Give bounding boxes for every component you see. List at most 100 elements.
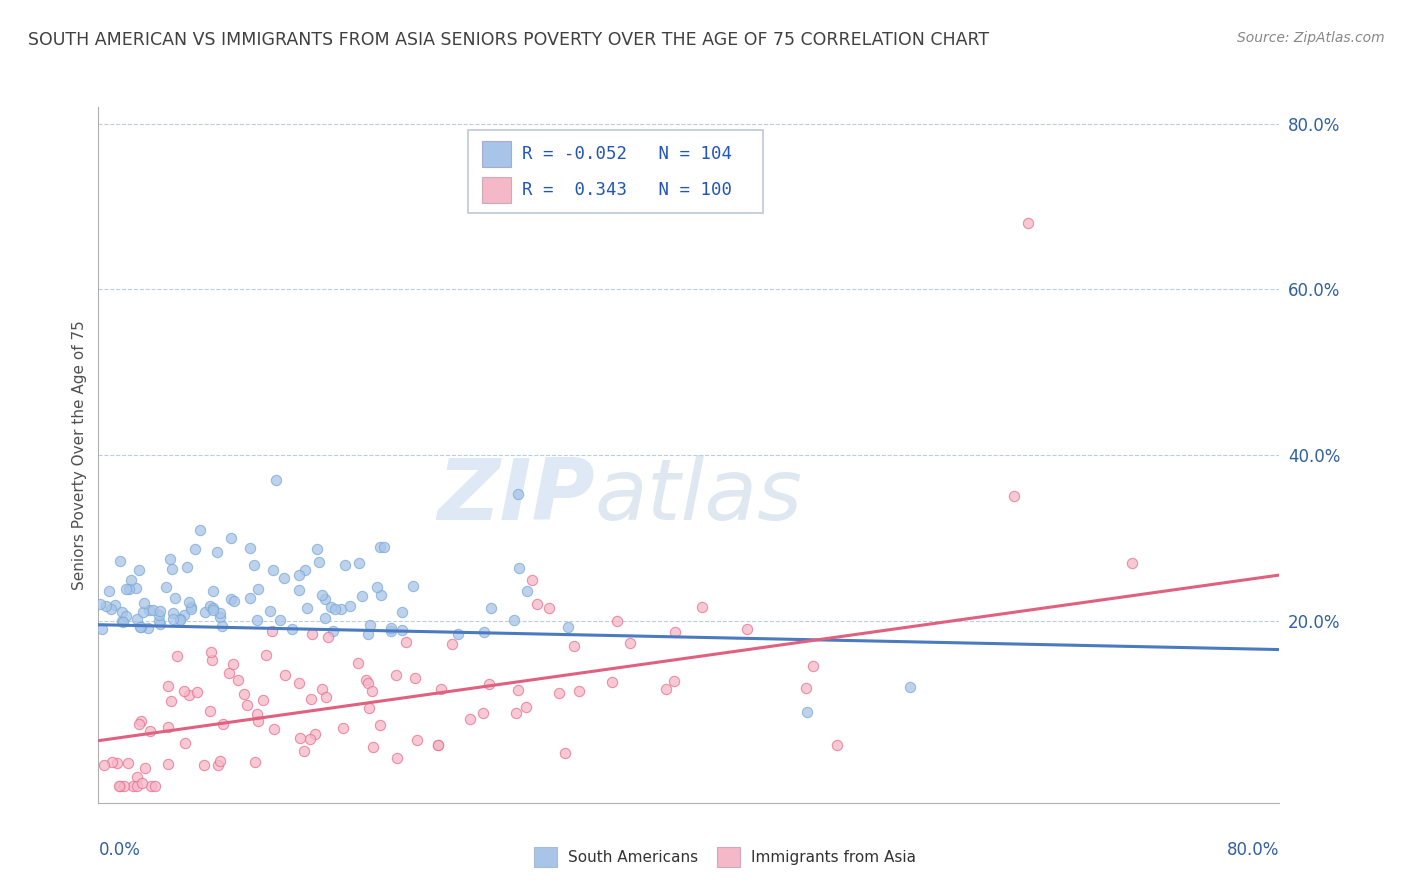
Point: [176, 560, 198, 574]
Point: [323, 602, 346, 616]
Point: [211, 716, 233, 731]
Point: [169, 613, 191, 627]
Point: [108, 554, 131, 568]
Point: [243, 558, 266, 572]
Point: [385, 751, 408, 765]
Point: [143, 779, 166, 793]
Point: [134, 761, 156, 775]
Point: [350, 590, 373, 604]
Point: [120, 573, 142, 587]
Point: [162, 612, 184, 626]
Point: [156, 720, 179, 734]
Point: [825, 738, 848, 752]
Point: [505, 706, 527, 720]
Point: [288, 731, 311, 746]
Point: [426, 738, 449, 752]
Point: [243, 755, 266, 769]
Point: [384, 668, 406, 682]
Point: [796, 705, 818, 719]
Point: [308, 555, 330, 569]
Point: [562, 639, 585, 653]
Point: [506, 487, 529, 501]
Point: [122, 779, 145, 793]
Point: [354, 673, 377, 688]
Point: [1002, 489, 1025, 503]
Point: [117, 756, 139, 770]
Point: [339, 599, 361, 614]
Point: [108, 779, 131, 793]
Point: [359, 700, 381, 714]
Point: [169, 612, 191, 626]
Point: [314, 611, 336, 625]
Point: [391, 605, 413, 619]
Point: [159, 552, 181, 566]
Point: [218, 665, 240, 680]
Point: [503, 613, 526, 627]
Point: [90, 623, 112, 637]
Point: [664, 624, 686, 639]
Point: [228, 673, 250, 688]
Point: [173, 684, 195, 698]
Point: [538, 601, 561, 615]
Point: [322, 624, 344, 638]
Point: [794, 681, 817, 695]
Point: [359, 617, 381, 632]
Text: R = -0.052   N = 104: R = -0.052 N = 104: [522, 145, 733, 163]
Point: [346, 656, 368, 670]
Point: [125, 779, 148, 793]
Point: [125, 581, 148, 595]
Point: [222, 594, 245, 608]
Point: [360, 684, 382, 698]
Point: [333, 558, 356, 573]
Point: [311, 682, 333, 697]
Point: [606, 614, 628, 628]
Point: [263, 722, 285, 736]
Text: SOUTH AMERICAN VS IMMIGRANTS FROM ASIA SENIORS POVERTY OVER THE AGE OF 75 CORREL: SOUTH AMERICAN VS IMMIGRANTS FROM ASIA S…: [28, 31, 990, 49]
Point: [472, 624, 495, 639]
Point: [148, 614, 170, 628]
Point: [900, 680, 922, 694]
Point: [128, 716, 150, 731]
Point: [201, 603, 224, 617]
Point: [294, 563, 316, 577]
Point: [440, 637, 463, 651]
Point: [208, 754, 231, 768]
Point: [148, 607, 170, 622]
Point: [380, 621, 402, 635]
Point: [262, 563, 284, 577]
Point: [132, 605, 155, 619]
Point: [690, 600, 713, 615]
Point: [157, 756, 180, 771]
Point: [557, 619, 579, 633]
Point: [180, 599, 202, 614]
Point: [166, 648, 188, 663]
Point: [347, 556, 370, 570]
Point: [247, 582, 270, 596]
Text: South Americans: South Americans: [568, 850, 699, 864]
Point: [200, 599, 222, 614]
Point: [208, 606, 231, 620]
Point: [222, 657, 245, 672]
Point: [404, 671, 426, 685]
Point: [295, 601, 318, 615]
Point: [201, 653, 224, 667]
Point: [245, 706, 267, 721]
Point: [516, 583, 538, 598]
Point: [619, 636, 641, 650]
Point: [288, 676, 311, 690]
Point: [129, 620, 152, 634]
Point: [190, 524, 212, 538]
Point: [508, 561, 530, 575]
Point: [447, 626, 470, 640]
Point: [194, 605, 217, 619]
Point: [211, 619, 233, 633]
Text: atlas: atlas: [595, 455, 803, 538]
Point: [221, 531, 243, 545]
Point: [115, 582, 138, 596]
Text: Source: ZipAtlas.com: Source: ZipAtlas.com: [1237, 31, 1385, 45]
Point: [202, 583, 225, 598]
Point: [198, 704, 221, 718]
Text: 80.0%: 80.0%: [1227, 841, 1279, 859]
Point: [141, 779, 163, 793]
Point: [125, 770, 148, 784]
